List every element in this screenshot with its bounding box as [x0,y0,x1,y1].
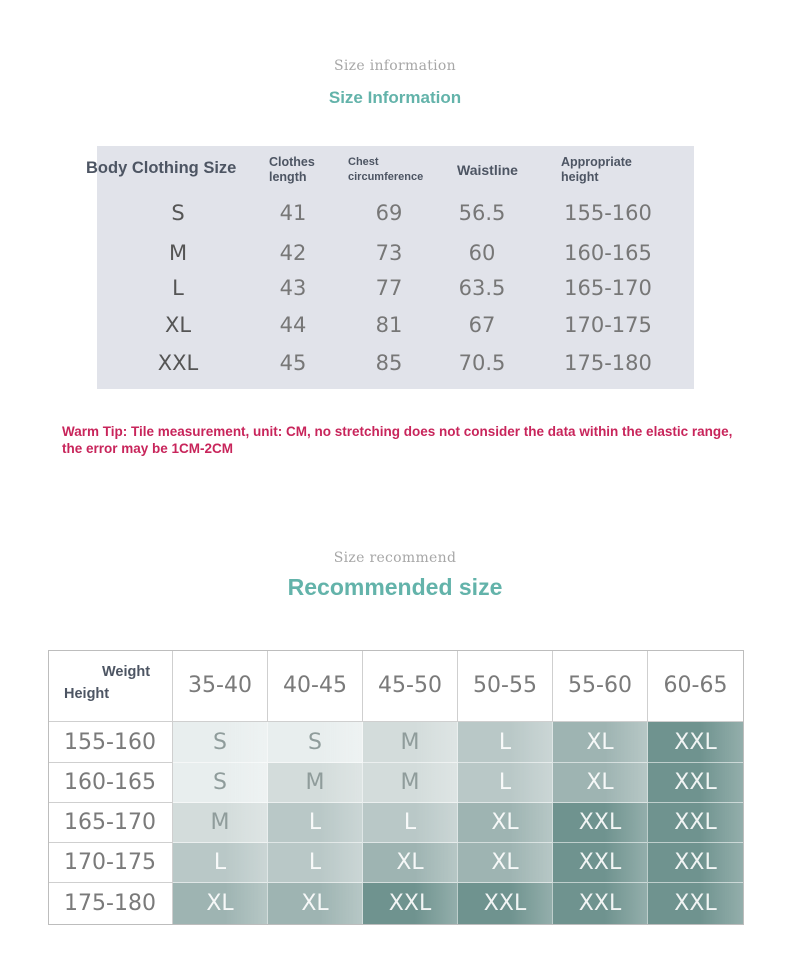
height-header: 155-160 [48,722,173,763]
recommend-cell: XXL [553,843,648,883]
size-cell-waist: 63.5 [458,276,506,300]
warm-tip: Warm Tip: Tile measurement, unit: CM, no… [62,424,733,456]
header-waistline: Waistline [457,162,518,178]
weight-header: 45-50 [363,650,458,722]
recommend-cell: XXL [363,883,458,925]
size-cell-size: M [168,241,188,265]
size-cell-length: 43 [279,276,307,300]
recommend-cell: XL [173,883,268,925]
height-header: 165-170 [48,803,173,843]
recommend-cell: S [173,722,268,763]
weight-header: 55-60 [553,650,648,722]
size-cell-waist: 70.5 [458,351,506,375]
recommend-table: Weight Height 35-40 40-45 45-50 50-55 55-60 6… [48,650,744,925]
header-chest-circumference: Chest circumference [348,156,424,183]
size-cell-size: S [171,201,185,225]
recommend-cell: L [268,803,363,843]
recommend-cell: S [173,763,268,803]
size-cell-size: XXL [157,351,199,375]
corner-weight-label: Weight [102,664,151,680]
recommend-cell: M [363,722,458,763]
size-cell-length: 42 [279,241,307,265]
weight-header: 40-45 [268,650,363,722]
recommend-title: Recommended size [287,574,503,600]
size-cell-chest: 85 [375,351,403,375]
header-body-size: Body Clothing Size [86,159,237,177]
recommend-cell: XXL [648,763,744,803]
size-cell-height: 165-170 [564,276,652,300]
recommend-cell: XL [458,843,553,883]
recommend-cell: S [268,722,363,763]
size-cell-size: L [172,276,184,300]
recommend-cell: L [458,763,553,803]
recommend-cell: M [173,803,268,843]
size-cell-waist: 56.5 [458,201,506,225]
weight-header: 35-40 [173,650,268,722]
height-header: 170-175 [48,843,173,883]
size-cell-height: 175-180 [564,351,652,375]
recommend-cell: L [268,843,363,883]
weight-header: 50-55 [458,650,553,722]
recommend-cell: XXL [648,883,744,925]
recommend-cell: XXL [648,803,744,843]
size-info-title: Size Information [328,88,462,107]
recommend-cell: M [268,763,363,803]
recommend-eyebrow: Size recommend [333,550,457,566]
recommend-cell: XL [553,763,648,803]
size-info-eyebrow: Size information [334,58,456,74]
recommend-cell: XXL [553,803,648,843]
recommend-cell: XL [458,803,553,843]
size-cell-length: 45 [279,351,307,375]
size-cell-chest: 81 [375,313,403,337]
header-appropriate-height: Appropriate height [561,155,632,184]
height-header: 160-165 [48,763,173,803]
corner-header: Weight Height [48,650,173,722]
recommend-cell: L [363,803,458,843]
size-cell-chest: 73 [375,241,403,265]
size-cell-size: XL [164,313,192,337]
size-cell-chest: 77 [375,276,403,300]
recommend-cell: L [458,722,553,763]
recommend-cell: XL [553,722,648,763]
size-cell-height: 170-175 [564,313,652,337]
recommend-cell: L [173,843,268,883]
height-header: 175-180 [48,883,173,925]
size-table-panel [97,146,694,389]
recommend-cell: M [363,763,458,803]
header-clothes-length: Clothes length [269,155,315,184]
recommend-cell: XXL [648,843,744,883]
weight-header: 60-65 [648,650,744,722]
size-cell-length: 41 [279,201,307,225]
size-cell-length: 44 [279,313,307,337]
size-cell-chest: 69 [375,201,403,225]
recommend-cell: XL [268,883,363,925]
size-cell-height: 155-160 [564,201,652,225]
corner-height-label: Height [64,686,110,702]
recommend-cell: XXL [458,883,553,925]
size-cell-waist: 67 [468,313,496,337]
recommend-cell: XL [363,843,458,883]
recommend-cell: XXL [648,722,744,763]
size-cell-waist: 60 [468,241,496,265]
recommend-cell: XXL [553,883,648,925]
size-cell-height: 160-165 [564,241,652,265]
